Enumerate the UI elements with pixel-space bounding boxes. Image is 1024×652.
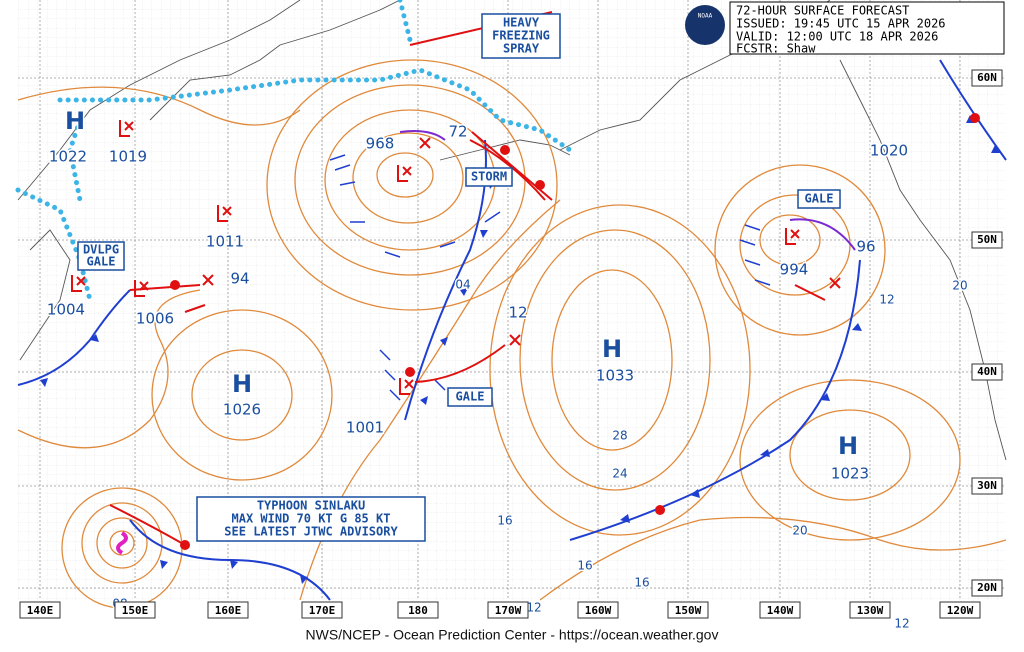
callout-text: FREEZING bbox=[492, 29, 550, 43]
longitude-label: 130W bbox=[857, 604, 884, 617]
callout-text: TYPHOON SINLAKU bbox=[257, 499, 365, 513]
axis-box bbox=[939, 601, 981, 619]
longitude-label: 180 bbox=[408, 604, 428, 617]
longitude-label: 160W bbox=[585, 604, 612, 617]
pressure-label: 1020 bbox=[870, 142, 908, 160]
pressure-label: 12 bbox=[526, 601, 541, 615]
isobars bbox=[17, 59, 1007, 609]
pressure-label: H bbox=[838, 432, 858, 460]
axis-box bbox=[667, 601, 709, 619]
callout-text: GALE bbox=[805, 192, 834, 206]
pressure-label: 1023 bbox=[831, 465, 869, 483]
callout-text: SEE LATEST JTWC ADVISORY bbox=[224, 525, 398, 539]
latitude-label: 50N bbox=[977, 233, 997, 246]
callout-text: SPRAY bbox=[503, 42, 540, 56]
callout-text: DVLPG bbox=[83, 243, 119, 257]
pressure-label: 96 bbox=[856, 238, 875, 256]
grid bbox=[18, 0, 1006, 600]
wind-barbs bbox=[329, 154, 771, 401]
pressure-label: 24 bbox=[612, 467, 627, 481]
callout-text: STORM bbox=[471, 170, 507, 184]
header-line: VALID: 12:00 UTC 18 APR 2026 bbox=[736, 30, 938, 44]
pressure-label: 1033 bbox=[596, 367, 634, 385]
callout-text: GALE bbox=[87, 255, 116, 269]
header-line: 72-HOUR SURFACE FORECAST bbox=[736, 4, 909, 18]
header-line: ISSUED: 19:45 UTC 15 APR 2026 bbox=[736, 17, 946, 31]
axis-box bbox=[487, 601, 529, 619]
pressure-label: 968 bbox=[366, 135, 395, 153]
axis-box bbox=[971, 231, 1003, 249]
longitude-label: 150W bbox=[675, 604, 702, 617]
callouts: HEAVY FREEZING SPRAY STORM GALE GALE DVL… bbox=[77, 13, 841, 542]
longitude-label: 140W bbox=[767, 604, 794, 617]
axis-box bbox=[301, 601, 343, 619]
pressure-label: H bbox=[232, 370, 252, 398]
header-box bbox=[729, 1, 1005, 55]
longitude-label: 170W bbox=[495, 604, 522, 617]
pressure-label: 12 bbox=[508, 304, 527, 322]
pressure-label: 1006 bbox=[136, 310, 174, 328]
pressure-label: 20 bbox=[952, 279, 967, 293]
header: NOAA 72-HOUR SURFACE FORECAST ISSUED: 19… bbox=[685, 1, 1005, 56]
axis-box bbox=[577, 601, 619, 619]
longitude-label: 160E bbox=[215, 604, 242, 617]
pressure-label: 16 bbox=[634, 576, 649, 590]
longitude-label: 150E bbox=[122, 604, 149, 617]
pressure-label: 04 bbox=[455, 278, 470, 292]
axis-box bbox=[971, 579, 1003, 597]
longitude-label: 170E bbox=[309, 604, 336, 617]
callout-text: GALE bbox=[456, 390, 485, 404]
warm-pips bbox=[170, 113, 980, 550]
pressure-label: 94 bbox=[230, 270, 249, 288]
pressure-label: 994 bbox=[780, 261, 809, 279]
callout-text: MAX WIND 70 KT G 85 KT bbox=[232, 512, 391, 526]
latitude-label: 30N bbox=[977, 479, 997, 492]
latitude-label: 60N bbox=[977, 71, 997, 84]
axis-box bbox=[19, 601, 61, 619]
axis-box bbox=[397, 601, 439, 619]
pressure-label: H bbox=[65, 107, 85, 135]
axis-box bbox=[971, 477, 1003, 495]
ice-edge bbox=[15, 0, 573, 303]
axis-box bbox=[114, 601, 156, 619]
pressure-label: 1026 bbox=[223, 401, 261, 419]
pressure-label: 1011 bbox=[206, 233, 244, 251]
pressure-label: 1019 bbox=[109, 148, 147, 166]
callout-text: HEAVY bbox=[503, 16, 540, 30]
axis-box bbox=[207, 601, 249, 619]
pressure-label: 12 bbox=[894, 617, 909, 631]
noaa-logo bbox=[685, 5, 725, 45]
axis-box bbox=[849, 601, 891, 619]
pressure-label: 16 bbox=[577, 559, 592, 573]
longitude-label: 140E bbox=[27, 604, 54, 617]
pressure-label: 1004 bbox=[47, 301, 85, 319]
latitude-label: 20N bbox=[977, 581, 997, 594]
typhoon-symbol bbox=[116, 531, 128, 555]
pressure-label: 12 bbox=[879, 293, 894, 307]
pressure-label: H bbox=[602, 335, 622, 363]
logo-text: NOAA bbox=[698, 13, 713, 20]
graticule bbox=[18, 0, 1006, 600]
pressure-label: 1022 bbox=[49, 148, 87, 166]
pressure-label: 1001 bbox=[346, 419, 384, 437]
pressure-label: 20 bbox=[792, 524, 807, 538]
pressure-label: 72 bbox=[448, 123, 467, 141]
pressure-labels: H 1022 1019 1011 94 1006 1004 968 72 H 1026 1001 12 H… bbox=[45, 106, 969, 633]
pressure-label: 28 bbox=[612, 429, 627, 443]
pressure-label: 16 bbox=[497, 514, 512, 528]
axis-box bbox=[971, 69, 1003, 87]
axis-box bbox=[759, 601, 801, 619]
longitude-label: 120W bbox=[947, 604, 974, 617]
latitude-label: 40N bbox=[977, 365, 997, 378]
footer: NWS/NCEP - Ocean Prediction Center - htt… bbox=[306, 627, 719, 643]
axis-labels: 140E 150E 160E 170E 180 170W 160W 150W 140W 130W 1… bbox=[19, 69, 1003, 619]
low-centers bbox=[71, 11, 841, 395]
axis-box bbox=[971, 363, 1003, 381]
header-line: FCSTR: Shaw bbox=[736, 42, 816, 56]
